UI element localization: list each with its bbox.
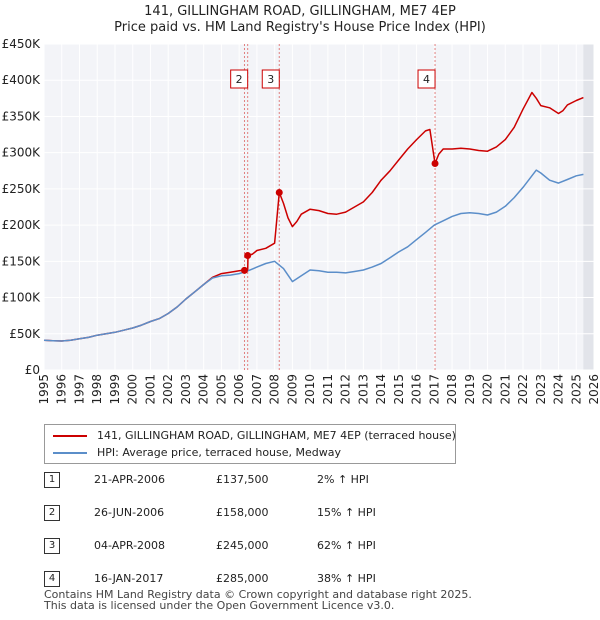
x-tick-label: 1998 xyxy=(90,374,104,405)
y-tick-label: £450K xyxy=(2,37,42,51)
transaction-badge: 1 xyxy=(44,472,60,488)
price-chart: £0 £50K £100K £150K £200K £250K £300K £350K £400… xyxy=(2,37,600,405)
transaction-badge: 2 xyxy=(44,505,60,521)
transaction-badge: 4 xyxy=(44,571,60,587)
x-tick-label: 2019 xyxy=(463,374,477,405)
transaction-hpi: 2% ↑ HPI xyxy=(317,473,369,486)
y-tick-label: £300K xyxy=(2,146,42,160)
transaction-price: £158,000 xyxy=(216,506,269,519)
footer-line2: This data is licensed under the Open Gov… xyxy=(44,599,395,612)
chart-title-line2: Price paid vs. HM Land Registry's House … xyxy=(114,20,486,35)
legend: 141, GILLINGHAM ROAD, GILLINGHAM, ME7 4E… xyxy=(44,424,456,464)
x-tick-label: 2008 xyxy=(268,374,282,405)
x-tick-label: 2022 xyxy=(516,374,530,405)
x-tick-label: 2003 xyxy=(179,374,193,405)
transaction-label-box xyxy=(261,69,280,89)
x-tick-label: 2020 xyxy=(481,374,495,405)
y-tick-label: £400K xyxy=(2,73,42,87)
y-tick-label: £50K xyxy=(9,327,41,341)
transaction-label-text: 2 xyxy=(236,73,243,86)
transaction-price: £285,000 xyxy=(216,572,269,585)
x-tick-label: 2005 xyxy=(214,374,228,405)
x-tick-label: 2013 xyxy=(356,374,370,405)
x-tick-label: 2007 xyxy=(250,374,264,405)
transaction-point xyxy=(275,189,283,197)
transaction-date: 04-APR-2008 xyxy=(94,539,166,552)
x-tick-label: 2023 xyxy=(534,374,548,405)
chart-title-line1: 141, GILLINGHAM ROAD, GILLINGHAM, ME7 4E… xyxy=(144,4,456,19)
y-tick-label: £100K xyxy=(2,291,42,305)
legend-swatch-property xyxy=(53,435,87,437)
x-tick-label: 2016 xyxy=(410,374,424,405)
transaction-point xyxy=(244,252,252,260)
x-tick-label: 2017 xyxy=(427,374,441,405)
x-tick-label: 2006 xyxy=(232,374,246,405)
y-tick-label: £250K xyxy=(2,182,42,196)
x-tick-label: 2026 xyxy=(587,374,600,405)
x-tick-label: 1996 xyxy=(55,374,69,405)
legend-item-hpi: HPI: Average price, terraced house, Medw… xyxy=(53,445,341,461)
transaction-point xyxy=(431,160,439,168)
x-tick-label: 2001 xyxy=(143,374,157,405)
plot-area xyxy=(44,44,594,370)
y-tick-label: £150K xyxy=(2,254,42,268)
transaction-date: 21-APR-2006 xyxy=(94,473,166,486)
chart-title: 141, GILLINGHAM ROAD, GILLINGHAM, ME7 4E… xyxy=(0,4,600,36)
x-tick-label: 2018 xyxy=(445,374,459,405)
transaction-date: 16-JAN-2017 xyxy=(94,572,164,585)
x-tick-label: 2014 xyxy=(374,374,388,405)
transaction-price: £245,000 xyxy=(216,539,269,552)
transaction-hpi: 62% ↑ HPI xyxy=(317,539,376,552)
footer-attribution: Contains HM Land Registry data © Crown c… xyxy=(44,589,472,611)
footer-line1: Contains HM Land Registry data © Crown c… xyxy=(44,588,472,601)
x-tick-label: 1995 xyxy=(37,374,51,405)
x-tick-label: 2021 xyxy=(498,374,512,405)
transaction-hpi: 15% ↑ HPI xyxy=(317,506,376,519)
legend-label-hpi: HPI: Average price, terraced house, Medw… xyxy=(97,446,342,459)
x-tick-label: 2002 xyxy=(161,374,175,405)
transaction-badge: 3 xyxy=(44,538,60,554)
x-tick-label: 1997 xyxy=(72,374,86,405)
x-tick-label: 2004 xyxy=(197,374,211,405)
transaction-price: £137,500 xyxy=(216,473,269,486)
legend-label-property: 141, GILLINGHAM ROAD, GILLINGHAM, ME7 4E… xyxy=(97,429,456,442)
x-tick-label: 2012 xyxy=(339,374,353,405)
x-tick-label: 2010 xyxy=(303,374,317,405)
legend-swatch-hpi xyxy=(53,452,87,454)
y-tick-label: £350K xyxy=(2,109,42,123)
x-tick-label: 2009 xyxy=(285,374,299,405)
y-tick-label: £200K xyxy=(2,218,42,232)
x-tick-label: 2000 xyxy=(126,374,140,405)
transaction-label-box xyxy=(230,69,249,89)
x-tick-label: 2025 xyxy=(569,374,583,405)
x-tick-label: 1999 xyxy=(108,374,122,405)
transaction-label-box xyxy=(417,69,436,89)
transaction-point xyxy=(240,266,248,274)
x-tick-label: 2015 xyxy=(392,374,406,405)
x-tick-label: 2024 xyxy=(552,374,566,405)
legend-item-property: 141, GILLINGHAM ROAD, GILLINGHAM, ME7 4E… xyxy=(53,428,456,444)
forecast-shade xyxy=(583,44,594,370)
hpi-line xyxy=(43,169,584,342)
y-tick-label: £0 xyxy=(25,363,40,377)
x-tick-label: 2011 xyxy=(321,374,335,405)
transaction-hpi: 38% ↑ HPI xyxy=(317,572,376,585)
transaction-date: 26-JUN-2006 xyxy=(94,506,165,519)
transaction-label-text: 4 xyxy=(423,73,430,86)
transaction-label-text: 3 xyxy=(267,73,274,86)
